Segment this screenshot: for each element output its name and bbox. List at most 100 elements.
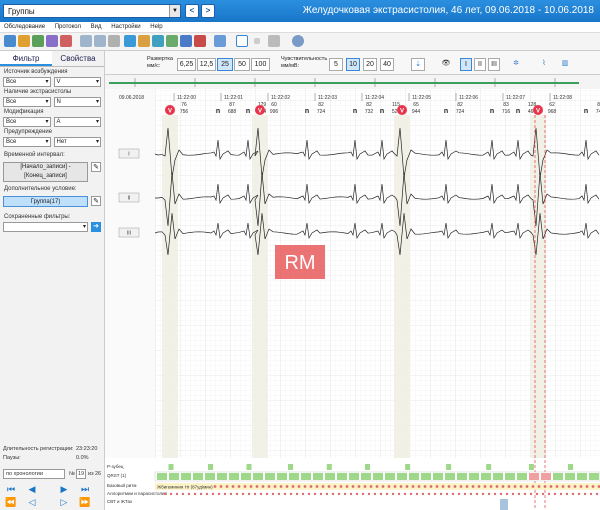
view-split-icon[interactable] xyxy=(268,35,280,47)
ve-dot xyxy=(538,485,541,488)
sens-option-20[interactable]: 20 xyxy=(363,58,377,71)
overview-icon[interactable]: ▥ xyxy=(558,58,572,71)
lead-button-2[interactable]: II xyxy=(474,58,486,71)
condition-field[interactable]: Группа(17) xyxy=(3,196,88,207)
saved-filters-select[interactable] xyxy=(3,222,88,232)
chart-icon[interactable] xyxy=(166,35,178,47)
qrst-segment xyxy=(565,473,575,480)
next-page-icon[interactable]: ▶ xyxy=(58,484,70,494)
grid-icon[interactable] xyxy=(124,35,136,47)
sens-option-10[interactable]: 10 xyxy=(346,58,360,71)
qrst-segment xyxy=(529,473,539,480)
arr-dot xyxy=(458,493,460,495)
next-event-icon[interactable]: ▷ xyxy=(58,497,70,507)
first-event-icon[interactable]: ⏪ xyxy=(5,497,17,507)
mod-select-all[interactable]: Все xyxy=(3,117,51,127)
ecg-chart[interactable]: 09.06.2018 11:22:00 11:22:01 11:22:02 11:22:… xyxy=(105,75,600,510)
tools-icon[interactable] xyxy=(138,35,150,47)
ve-dot xyxy=(370,485,373,488)
ve-dot xyxy=(496,485,499,488)
sweep-option-12[interactable]: 12,5 xyxy=(197,58,216,71)
first-page-icon[interactable]: ⏮ xyxy=(5,484,17,494)
edit-condition-icon[interactable]: ✎ xyxy=(91,196,101,206)
eye-icon[interactable]: 👁 xyxy=(439,58,453,71)
beat-rr: 688 xyxy=(228,109,237,115)
warn-select-type[interactable]: Нет xyxy=(54,137,102,147)
record-icon[interactable] xyxy=(194,35,206,47)
menu-protocol[interactable]: Протокол xyxy=(51,22,85,30)
warn-select-all[interactable]: Все xyxy=(3,137,51,147)
cut-icon[interactable] xyxy=(108,35,120,47)
ve-dot xyxy=(424,485,427,488)
menu-view[interactable]: Вид xyxy=(87,22,106,30)
source-select-all[interactable]: Все xyxy=(3,77,51,87)
pauses-label: Паузы: xyxy=(3,455,21,461)
menu-settings[interactable]: Настройки xyxy=(107,22,144,30)
report-icon[interactable] xyxy=(60,35,72,47)
device-icon[interactable] xyxy=(180,35,192,47)
interval-field[interactable]: [Начало_записи] - [Конец_записи] xyxy=(3,162,88,182)
sweep-option-100[interactable]: 100 xyxy=(251,58,270,71)
arr-dot xyxy=(464,493,466,495)
new-icon[interactable] xyxy=(4,35,16,47)
redo-icon[interactable] xyxy=(94,35,106,47)
beat-label: n xyxy=(246,108,250,115)
view-dot-icon[interactable] xyxy=(254,38,260,44)
sens-option-40[interactable]: 40 xyxy=(380,58,394,71)
sweep-option-50[interactable]: 50 xyxy=(234,58,250,71)
filter-icon[interactable]: ⇣ xyxy=(411,58,425,71)
settings-icon[interactable]: ✲ xyxy=(509,58,523,71)
view-single-icon[interactable] xyxy=(236,35,248,47)
sort-select[interactable]: по хронологии xyxy=(3,469,65,479)
last-page-icon[interactable]: ⏭ xyxy=(79,484,91,494)
ve-dot xyxy=(484,485,487,488)
gear-icon[interactable] xyxy=(292,35,304,47)
undo-icon[interactable] xyxy=(80,35,92,47)
arr-dot xyxy=(404,493,406,495)
extra-select-type[interactable]: N xyxy=(54,97,102,107)
menu-help[interactable]: Help xyxy=(146,22,166,30)
apply-filter-icon[interactable]: ➜ xyxy=(91,222,101,232)
time-label: 11:22:06 xyxy=(459,95,478,101)
arr-dot xyxy=(386,493,388,495)
extra-select-all[interactable]: Все xyxy=(3,97,51,107)
group-combobox[interactable]: Группы ▼ xyxy=(3,4,181,18)
sens-option-5[interactable]: 5 xyxy=(329,58,343,71)
ve-dot xyxy=(346,485,349,488)
qrst-segment xyxy=(337,473,347,480)
mod-select-type[interactable]: A xyxy=(54,117,102,127)
list-icon[interactable] xyxy=(214,35,226,47)
arr-dot xyxy=(488,493,490,495)
menu-examination[interactable]: Обследование xyxy=(0,22,49,30)
page-input[interactable]: 19 xyxy=(76,469,86,479)
prev-page-icon[interactable]: ◀ xyxy=(26,484,38,494)
ve-dot xyxy=(454,485,457,488)
source-select-type[interactable]: V xyxy=(54,77,102,87)
lead-button-1[interactable]: I xyxy=(460,58,472,71)
tab-filter[interactable]: Фильтр xyxy=(0,51,52,66)
edit-interval-icon[interactable]: ✎ xyxy=(91,162,101,172)
p-wave-mark xyxy=(365,464,370,470)
condition-label: Дополнительное условие: xyxy=(0,186,104,194)
last-event-icon[interactable]: ⏩ xyxy=(79,497,91,507)
print-icon[interactable] xyxy=(46,35,58,47)
prev-button[interactable]: < xyxy=(185,4,199,18)
ve-dot xyxy=(256,485,259,488)
time-label: 11:22:08 xyxy=(553,95,572,101)
arr-dot xyxy=(530,493,532,495)
prev-event-icon[interactable]: ◁ xyxy=(26,497,38,507)
tab-properties[interactable]: Свойства xyxy=(52,51,104,66)
lead-button-3[interactable]: III xyxy=(488,58,500,71)
sweep-option-25[interactable]: 25 xyxy=(217,58,233,71)
open-icon[interactable] xyxy=(18,35,30,47)
arr-dot xyxy=(266,493,268,495)
beat-rr: 716 xyxy=(502,109,511,115)
sweep-option-6[interactable]: 6,25 xyxy=(177,58,196,71)
time-label: 11:22:02 xyxy=(271,95,290,101)
next-button[interactable]: > xyxy=(201,4,215,18)
track-label: СВТ и ЖТах xyxy=(107,499,133,504)
chevron-down-icon[interactable]: ▼ xyxy=(169,5,180,17)
save-icon[interactable] xyxy=(32,35,44,47)
globe-icon[interactable] xyxy=(152,35,164,47)
measure-icon[interactable]: ⌇ xyxy=(537,58,551,71)
